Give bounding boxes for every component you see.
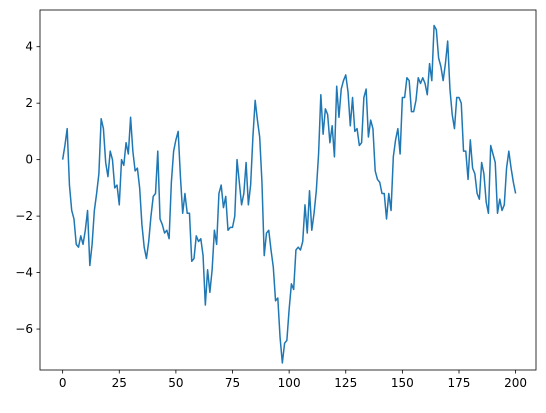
x-tick-label: 75 [225,376,240,390]
x-tick-label: 50 [168,376,183,390]
y-tick-label: 0 [25,153,33,167]
data-line [61,24,517,364]
y-tick-label: 2 [25,96,33,110]
x-tick-label: 100 [278,376,301,390]
x-tick-label: 125 [334,376,357,390]
x-tick-label: 25 [112,376,127,390]
axes-frame [39,9,537,371]
y-tick-label: −6 [15,322,33,336]
x-tick-label: 200 [504,376,527,390]
y-tick-label: 4 [25,40,33,54]
y-tick-label: −2 [15,209,33,223]
x-tick-label: 175 [448,376,471,390]
y-tick-label: −4 [15,266,33,280]
x-tick-label: 150 [391,376,414,390]
x-tick-label: 0 [59,376,67,390]
